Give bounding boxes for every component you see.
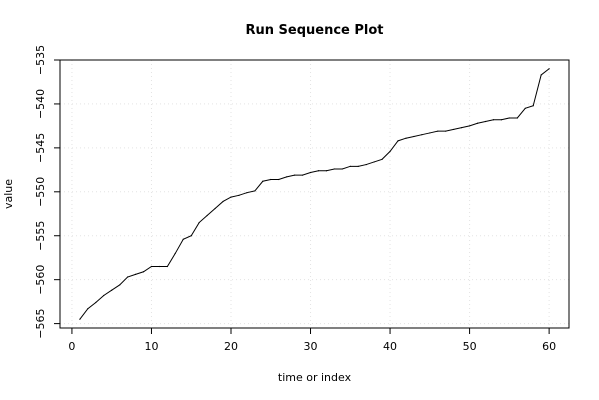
data-point: [254, 190, 256, 192]
data-point: [381, 158, 383, 160]
x-tick-label: 20: [224, 340, 238, 353]
data-point: [397, 140, 399, 142]
data-point: [127, 276, 129, 278]
y-tick-label: −545: [34, 133, 47, 163]
series-line: [79, 68, 550, 320]
y-tick-label: −560: [34, 265, 47, 295]
data-point: [389, 150, 391, 152]
data-point: [174, 252, 176, 254]
data-point: [206, 214, 208, 217]
data-point: [429, 132, 431, 134]
data-point: [142, 271, 145, 273]
x-tick-label: 50: [463, 340, 477, 353]
data-point: [540, 74, 542, 76]
data-point: [508, 117, 510, 119]
data-point: [445, 130, 447, 132]
data-point: [134, 273, 137, 275]
data-point: [150, 265, 153, 268]
data-point: [166, 265, 168, 268]
data-points: [79, 68, 550, 320]
data-point: [421, 134, 423, 136]
data-point: [500, 119, 502, 121]
y-tick-label: −535: [34, 45, 47, 75]
data-point: [325, 170, 328, 172]
data-point: [301, 174, 304, 176]
data-point: [349, 165, 351, 167]
x-tick-label: 30: [304, 340, 318, 353]
data-point: [413, 135, 415, 138]
data-point: [357, 165, 359, 167]
data-point: [190, 235, 192, 237]
data-point: [294, 174, 296, 176]
data-point: [453, 128, 455, 131]
data-point: [286, 176, 288, 178]
plot-frame: [59, 59, 570, 329]
grid-lines: [60, 59, 569, 328]
y-tick-label: −540: [34, 89, 47, 119]
data-point: [95, 301, 97, 304]
data-point: [222, 200, 224, 203]
data-point: [516, 117, 518, 119]
data-point: [79, 318, 81, 320]
data-point: [230, 196, 232, 198]
data-point: [484, 120, 487, 123]
data-point: [492, 119, 495, 121]
data-point: [341, 168, 343, 170]
x-tick-label: 10: [144, 340, 158, 353]
data-point: [309, 171, 312, 174]
y-tick-label: −565: [34, 308, 47, 338]
data-point: [182, 238, 184, 240]
y-tick-label: −555: [34, 221, 47, 251]
data-point: [158, 265, 161, 268]
y-axis-label: value: [2, 179, 15, 209]
y-axis: −565 −560 −555 −550 −545 −540 −535: [34, 45, 61, 339]
data-point: [437, 130, 439, 132]
x-tick-label: 40: [383, 340, 397, 353]
data-point: [461, 127, 463, 129]
x-tick-label: 60: [542, 340, 556, 353]
chart-title: Run Sequence Plot: [245, 23, 383, 38]
data-point: [262, 180, 264, 182]
data-point: [317, 170, 320, 172]
data-point: [548, 68, 550, 70]
data-point: [476, 122, 479, 124]
data-point: [405, 137, 407, 139]
data-point: [103, 294, 105, 297]
data-point: [532, 105, 534, 107]
data-point: [198, 221, 200, 224]
x-axis: 0 10 20 30 40 50 60: [68, 327, 556, 353]
data-point: [87, 308, 89, 310]
data-point: [524, 107, 526, 109]
data-point: [468, 125, 471, 127]
data-point: [333, 168, 335, 170]
data-point: [246, 192, 248, 194]
x-tick-label: 0: [68, 340, 75, 353]
x-axis-label: time or index: [278, 371, 352, 384]
y-tick-label: −550: [34, 177, 47, 207]
data-point: [270, 178, 272, 181]
data-point: [365, 163, 367, 166]
data-point: [214, 207, 216, 210]
data-point: [373, 161, 375, 163]
data-point: [278, 178, 280, 181]
data-point: [119, 284, 121, 286]
data-point: [238, 194, 240, 196]
data-point: [111, 289, 113, 291]
